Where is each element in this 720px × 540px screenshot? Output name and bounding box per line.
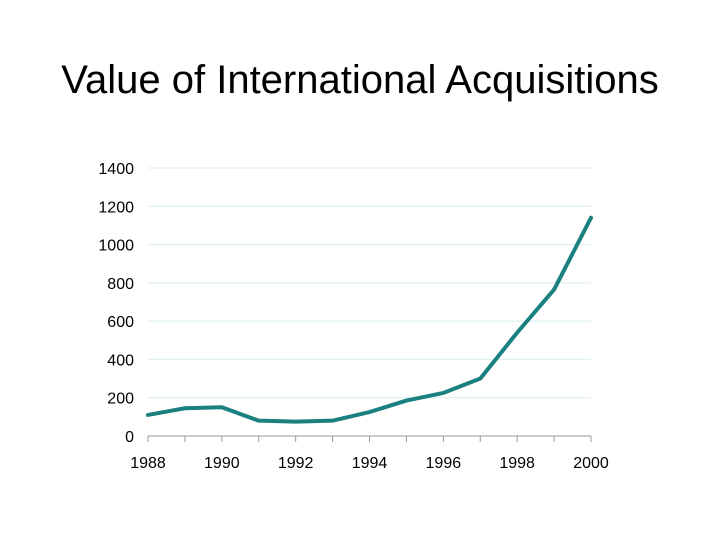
- data-point-1999: [553, 289, 555, 291]
- data-point-1998: [516, 332, 518, 334]
- data-point-1995: [405, 400, 407, 402]
- data-point-1994: [369, 411, 370, 413]
- y-tick-label-1400: 1400: [98, 161, 134, 178]
- series-line-0: [146, 215, 593, 424]
- data-point-1991: [258, 420, 260, 422]
- data-point-1988: [147, 414, 149, 416]
- x-tick-label-1994: 1994: [352, 455, 388, 472]
- x-tick-label-1990: 1990: [204, 455, 240, 472]
- gridlines: [148, 167, 591, 399]
- series-group: [146, 215, 593, 424]
- y-tick-label-800: 800: [107, 276, 134, 293]
- x-tick-label-1988: 1988: [130, 455, 166, 472]
- data-point-1989: [184, 407, 186, 409]
- y-tick-label-1200: 1200: [98, 199, 134, 216]
- data-point-1993: [332, 420, 334, 422]
- data-point-2000: [590, 217, 592, 219]
- y-tick-label-200: 200: [107, 391, 134, 408]
- y-tick-label-600: 600: [107, 314, 134, 331]
- x-tick-label-2000: 2000: [573, 455, 609, 472]
- chart-title: Value of International Acquisitions: [61, 58, 659, 102]
- data-point-1997: [479, 378, 481, 380]
- x-tick-label-1992: 1992: [278, 455, 314, 472]
- x-axis-tick-labels: 1988 1990 1992 1994 1996 1998 2000: [130, 455, 609, 472]
- data-point-1992: [295, 421, 297, 423]
- y-tick-label-0: 0: [125, 429, 134, 446]
- data-point-1996: [442, 392, 444, 394]
- y-tick-label-400: 400: [107, 352, 134, 369]
- data-point-1990: [221, 406, 223, 408]
- x-tick-label-1998: 1998: [499, 455, 535, 472]
- x-tick-label-1996: 1996: [426, 455, 462, 472]
- y-axis-tick-labels: 0 200 400 600 800 1000 1200 1400: [98, 161, 134, 446]
- axes: [147, 435, 592, 442]
- y-tick-label-1000: 1000: [98, 238, 134, 255]
